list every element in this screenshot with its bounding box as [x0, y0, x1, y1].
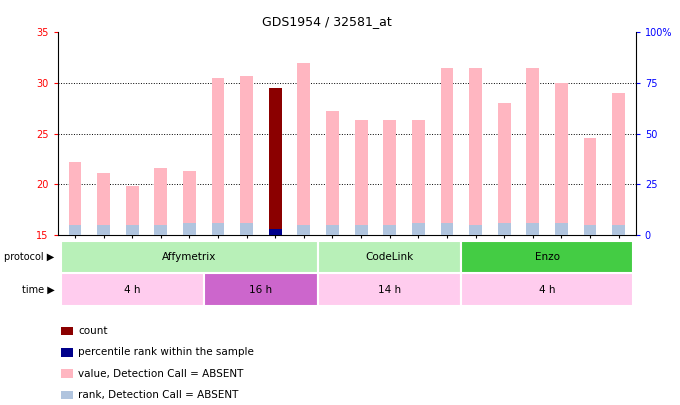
- Bar: [240, 223, 253, 235]
- Bar: [61, 241, 318, 273]
- Bar: [318, 273, 461, 306]
- Bar: [204, 273, 318, 306]
- Bar: [61, 327, 73, 335]
- Text: value, Detection Call = ABSENT: value, Detection Call = ABSENT: [78, 369, 243, 379]
- Text: GDS1954 / 32581_at: GDS1954 / 32581_at: [262, 15, 391, 28]
- Bar: [211, 78, 224, 235]
- Bar: [61, 348, 73, 357]
- Bar: [441, 68, 454, 235]
- Bar: [498, 103, 511, 235]
- Text: rank, Detection Call = ABSENT: rank, Detection Call = ABSENT: [78, 390, 239, 400]
- Bar: [326, 225, 339, 235]
- Bar: [612, 225, 625, 235]
- Text: percentile rank within the sample: percentile rank within the sample: [78, 347, 254, 358]
- Bar: [555, 83, 568, 235]
- Bar: [211, 223, 224, 235]
- Text: count: count: [78, 326, 107, 336]
- Bar: [297, 225, 310, 235]
- Bar: [61, 369, 73, 378]
- Bar: [583, 225, 596, 235]
- Text: 4 h: 4 h: [124, 285, 141, 294]
- Bar: [97, 225, 110, 235]
- Bar: [555, 223, 568, 235]
- Bar: [498, 223, 511, 235]
- Bar: [355, 120, 368, 235]
- Bar: [384, 225, 396, 235]
- Bar: [240, 76, 253, 235]
- Bar: [461, 241, 633, 273]
- Bar: [355, 225, 368, 235]
- Bar: [384, 120, 396, 235]
- Text: 4 h: 4 h: [539, 285, 556, 294]
- Bar: [469, 68, 482, 235]
- Bar: [526, 223, 539, 235]
- Bar: [69, 225, 82, 235]
- Bar: [126, 225, 139, 235]
- Bar: [326, 111, 339, 235]
- Bar: [526, 68, 539, 235]
- Bar: [126, 186, 139, 235]
- Text: Enzo: Enzo: [534, 252, 560, 262]
- Bar: [183, 223, 196, 235]
- Bar: [412, 223, 425, 235]
- Bar: [469, 225, 482, 235]
- Text: time ▶: time ▶: [22, 285, 54, 294]
- Text: 14 h: 14 h: [378, 285, 401, 294]
- Bar: [61, 391, 73, 399]
- Bar: [183, 171, 196, 235]
- Bar: [297, 63, 310, 235]
- Text: 16 h: 16 h: [250, 285, 273, 294]
- Bar: [154, 225, 167, 235]
- Text: protocol ▶: protocol ▶: [4, 252, 54, 262]
- Bar: [441, 223, 454, 235]
- Bar: [461, 273, 633, 306]
- Bar: [269, 229, 282, 235]
- Bar: [69, 162, 82, 235]
- Text: CodeLink: CodeLink: [366, 252, 414, 262]
- Bar: [154, 168, 167, 235]
- Bar: [583, 138, 596, 235]
- Bar: [412, 120, 425, 235]
- Bar: [318, 241, 461, 273]
- Bar: [269, 88, 282, 235]
- Bar: [612, 93, 625, 235]
- Bar: [61, 273, 204, 306]
- Bar: [97, 173, 110, 235]
- Text: Affymetrix: Affymetrix: [163, 252, 217, 262]
